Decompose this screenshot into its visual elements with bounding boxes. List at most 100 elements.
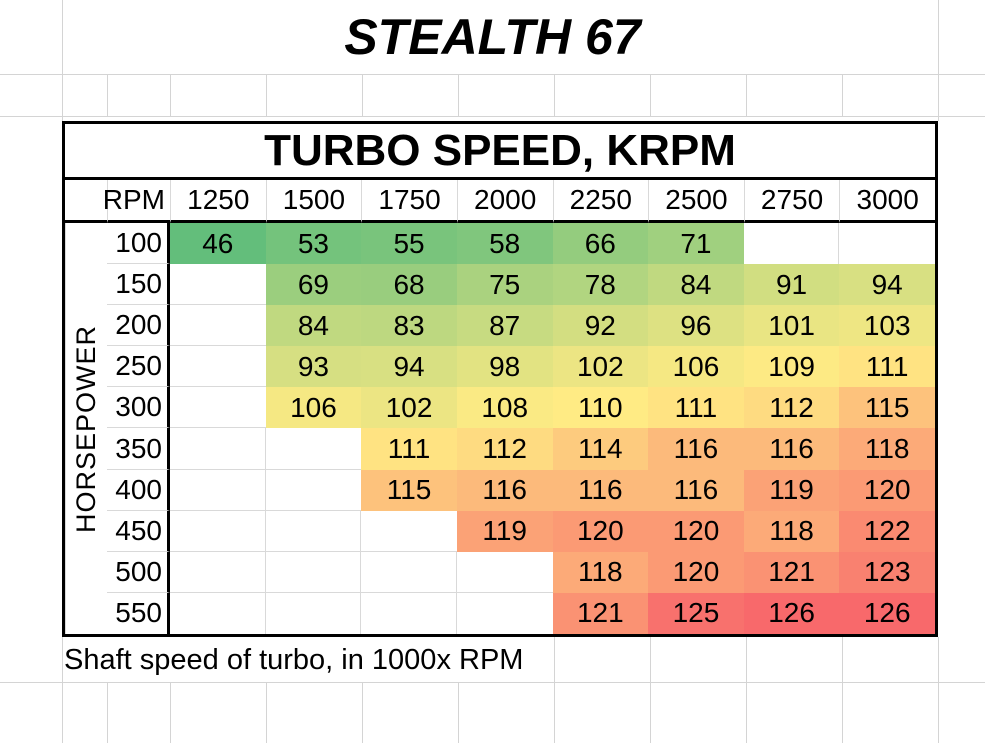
row-label-400[interactable]: 400: [107, 469, 170, 511]
col-header-3000[interactable]: 3000: [839, 180, 935, 223]
cell-300hp-2750rpm[interactable]: 112: [743, 387, 840, 429]
cell-200hp-1250rpm[interactable]: [170, 305, 266, 347]
cell-550hp-2000rpm[interactable]: [457, 593, 553, 634]
cell-350hp-2500rpm[interactable]: 116: [648, 428, 744, 470]
cell-200hp-1750rpm[interactable]: 83: [361, 305, 457, 347]
cell-350hp-2250rpm[interactable]: 114: [552, 428, 649, 470]
cell-150hp-2000rpm[interactable]: 75: [456, 264, 553, 306]
cell-550hp-1750rpm[interactable]: [361, 592, 457, 634]
cell-500hp-1250rpm[interactable]: [170, 551, 266, 593]
cell-100hp-1750rpm[interactable]: 55: [361, 223, 457, 265]
cell-500hp-1500rpm[interactable]: [265, 551, 362, 593]
cell-400hp-2750rpm[interactable]: 119: [743, 469, 840, 511]
cell-150hp-3000rpm[interactable]: 94: [839, 264, 935, 306]
cell-200hp-2500rpm[interactable]: 96: [648, 305, 744, 347]
cell-500hp-2250rpm[interactable]: 118: [552, 551, 649, 593]
table-header[interactable]: TURBO SPEED, KRPM: [65, 124, 935, 180]
horsepower-axis-label[interactable]: HORSEPOWER: [65, 223, 107, 634]
col-header-1250[interactable]: 1250: [170, 180, 266, 223]
cell-500hp-2750rpm[interactable]: 121: [743, 551, 840, 593]
cell-500hp-2500rpm[interactable]: 120: [648, 551, 744, 593]
cell-500hp-1750rpm[interactable]: [361, 551, 457, 593]
cell-150hp-1750rpm[interactable]: 68: [361, 264, 457, 306]
cell-200hp-3000rpm[interactable]: 103: [839, 305, 935, 347]
cell-250hp-1750rpm[interactable]: 94: [361, 346, 457, 388]
cell-400hp-1500rpm[interactable]: [265, 470, 362, 511]
cell-400hp-1750rpm[interactable]: 115: [361, 469, 457, 511]
cell-550hp-1250rpm[interactable]: [170, 592, 266, 634]
row-label-450[interactable]: 450: [107, 510, 170, 552]
cell-250hp-2500rpm[interactable]: 106: [648, 346, 744, 388]
cell-400hp-3000rpm[interactable]: 120: [839, 469, 935, 511]
cell-100hp-2000rpm[interactable]: 58: [456, 223, 553, 265]
cell-450hp-1750rpm[interactable]: [361, 511, 457, 552]
cell-100hp-2750rpm[interactable]: [744, 223, 840, 265]
cell-150hp-1250rpm[interactable]: [170, 264, 266, 306]
cell-150hp-2750rpm[interactable]: 91: [743, 264, 840, 306]
col-header-2250[interactable]: 2250: [552, 180, 649, 223]
row-label-300[interactable]: 300: [107, 387, 170, 429]
cell-450hp-2500rpm[interactable]: 120: [648, 510, 744, 552]
row-label-100[interactable]: 100: [107, 223, 170, 265]
col-header-2750[interactable]: 2750: [743, 180, 840, 223]
cell-350hp-1500rpm[interactable]: [265, 428, 362, 470]
cell-250hp-3000rpm[interactable]: 111: [839, 346, 935, 388]
cell-250hp-1250rpm[interactable]: [170, 346, 266, 388]
cell-550hp-1500rpm[interactable]: [266, 592, 362, 634]
corner-cell[interactable]: [65, 180, 107, 223]
cell-500hp-3000rpm[interactable]: 123: [839, 551, 935, 593]
cell-400hp-1250rpm[interactable]: [170, 469, 266, 511]
col-header-2000[interactable]: 2000: [456, 180, 553, 223]
cell-250hp-2750rpm[interactable]: 109: [743, 346, 840, 388]
rpm-axis-label[interactable]: RPM: [103, 180, 170, 223]
cell-100hp-3000rpm[interactable]: [839, 223, 935, 264]
cell-100hp-1250rpm[interactable]: 46: [170, 223, 266, 265]
cell-350hp-2750rpm[interactable]: 116: [743, 428, 840, 470]
cell-300hp-3000rpm[interactable]: 115: [839, 387, 935, 429]
cell-200hp-1500rpm[interactable]: 84: [265, 305, 362, 347]
cell-200hp-2750rpm[interactable]: 101: [743, 305, 840, 347]
cell-300hp-2500rpm[interactable]: 111: [648, 387, 744, 429]
cell-350hp-3000rpm[interactable]: 118: [839, 428, 935, 470]
cell-450hp-2250rpm[interactable]: 120: [552, 510, 649, 552]
cell-450hp-2000rpm[interactable]: 119: [456, 510, 553, 552]
cell-450hp-3000rpm[interactable]: 122: [839, 510, 935, 552]
cell-200hp-2000rpm[interactable]: 87: [456, 305, 553, 347]
col-header-1750[interactable]: 1750: [361, 180, 457, 223]
cell-150hp-2500rpm[interactable]: 84: [648, 264, 744, 306]
cell-350hp-1750rpm[interactable]: 111: [361, 428, 457, 470]
cell-250hp-1500rpm[interactable]: 93: [265, 346, 362, 388]
cell-100hp-2250rpm[interactable]: 66: [552, 223, 649, 265]
cell-300hp-1750rpm[interactable]: 102: [361, 387, 457, 429]
cell-150hp-1500rpm[interactable]: 69: [265, 264, 362, 306]
cell-550hp-2500rpm[interactable]: 125: [648, 592, 744, 634]
cell-450hp-2750rpm[interactable]: 118: [743, 510, 840, 552]
sheet-title[interactable]: STEALTH 67: [344, 9, 641, 65]
row-label-150[interactable]: 150: [107, 264, 170, 306]
col-header-1500[interactable]: 1500: [265, 180, 362, 223]
cell-500hp-2000rpm[interactable]: [456, 552, 553, 593]
cell-300hp-2250rpm[interactable]: 110: [552, 387, 649, 429]
cell-350hp-1250rpm[interactable]: [170, 428, 266, 470]
cell-450hp-1250rpm[interactable]: [170, 510, 266, 552]
cell-300hp-1500rpm[interactable]: 106: [265, 387, 362, 429]
cell-150hp-2250rpm[interactable]: 78: [552, 264, 649, 306]
footnote[interactable]: Shaft speed of turbo, in 1000x RPM: [64, 643, 524, 676]
cell-300hp-1250rpm[interactable]: [170, 387, 266, 429]
cell-400hp-2250rpm[interactable]: 116: [552, 469, 649, 511]
cell-100hp-2500rpm[interactable]: 71: [648, 223, 744, 265]
cell-550hp-3000rpm[interactable]: 126: [839, 592, 935, 634]
cell-450hp-1500rpm[interactable]: [265, 510, 362, 552]
col-header-2500[interactable]: 2500: [648, 180, 744, 223]
cell-400hp-2500rpm[interactable]: 116: [648, 469, 744, 511]
cell-350hp-2000rpm[interactable]: 112: [456, 428, 553, 470]
cell-200hp-2250rpm[interactable]: 92: [552, 305, 649, 347]
row-label-350[interactable]: 350: [107, 428, 170, 470]
row-label-200[interactable]: 200: [107, 305, 170, 347]
cell-100hp-1500rpm[interactable]: 53: [265, 223, 362, 265]
cell-300hp-2000rpm[interactable]: 108: [456, 387, 553, 429]
cell-250hp-2250rpm[interactable]: 102: [552, 346, 649, 388]
row-label-500[interactable]: 500: [107, 551, 170, 593]
cell-550hp-2750rpm[interactable]: 126: [743, 592, 840, 634]
cell-550hp-2250rpm[interactable]: 121: [552, 592, 649, 634]
